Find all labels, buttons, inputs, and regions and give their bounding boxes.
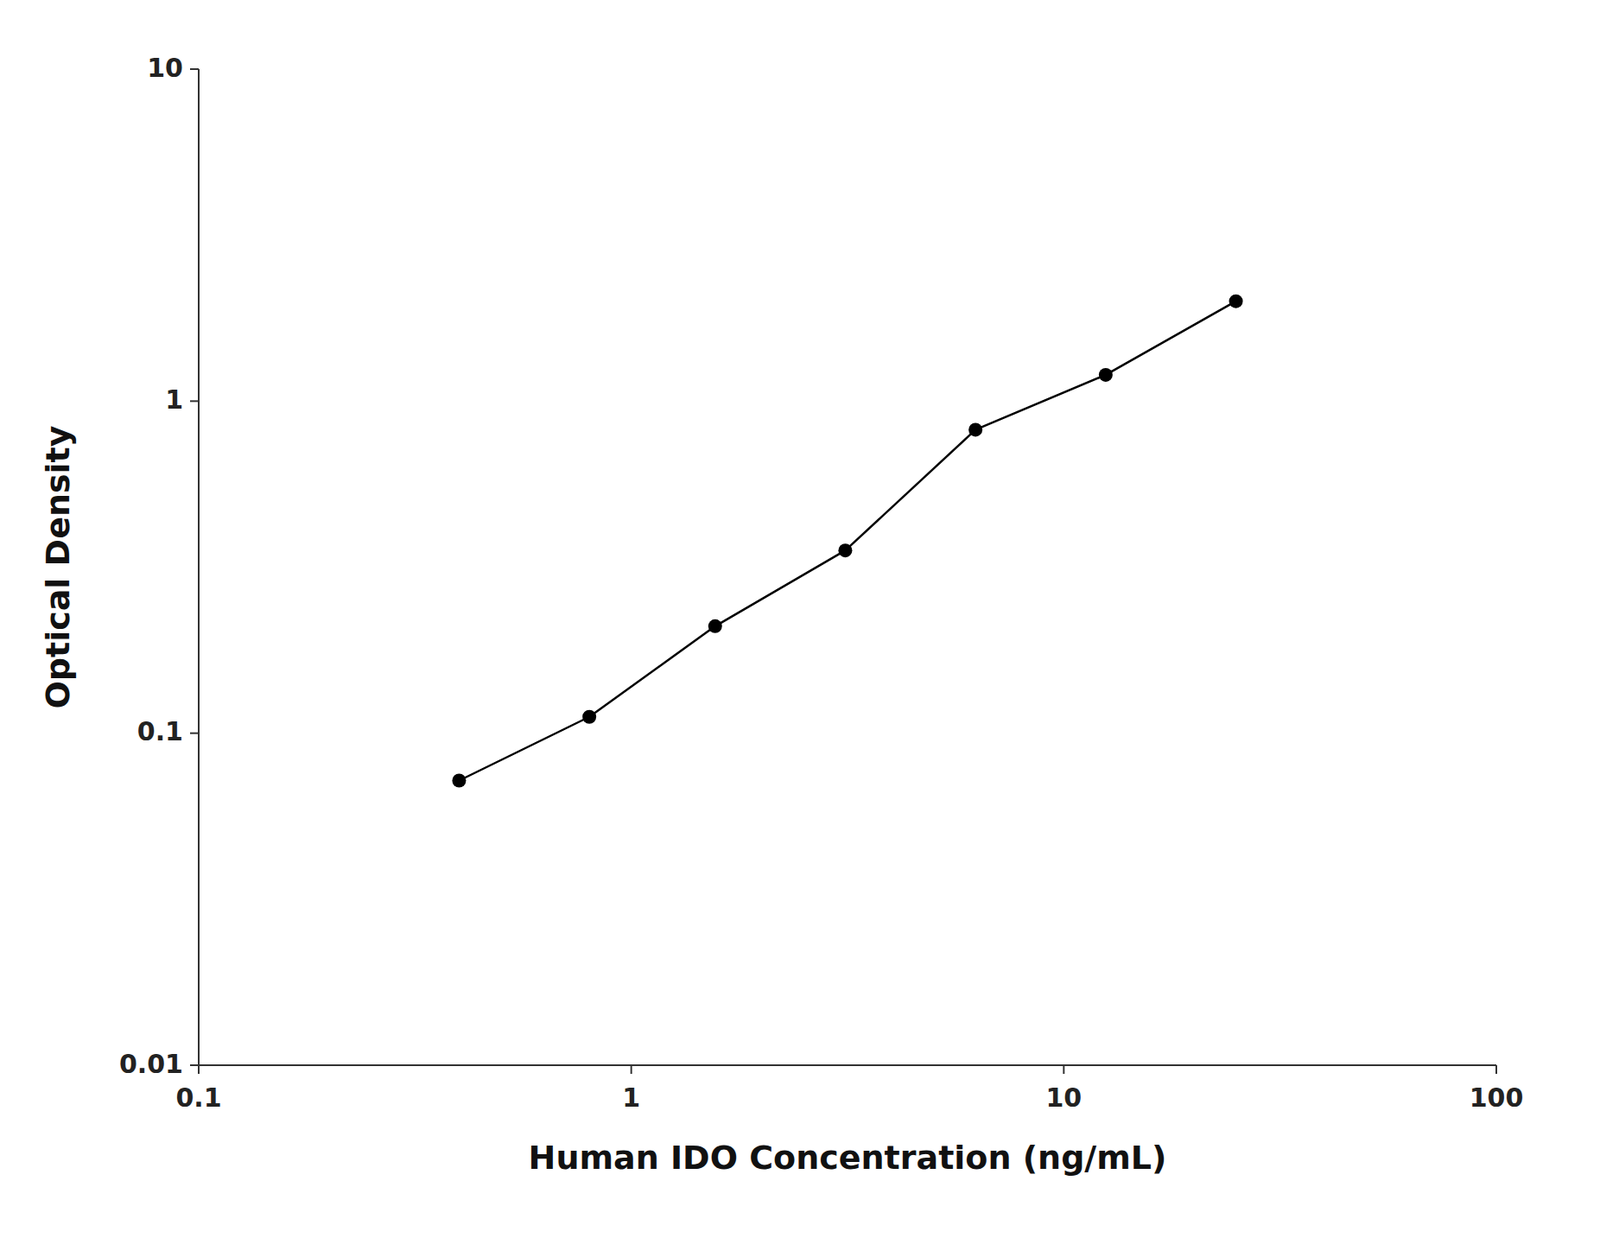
data-point [582, 710, 597, 724]
x-axis-label: Human IDO Concentration (ng/mL) [528, 1138, 1168, 1177]
x-tick-label: 100 [1469, 1082, 1524, 1113]
y-tick [190, 68, 199, 70]
x-tick-label: 1 [622, 1082, 641, 1113]
plot-area [451, 294, 1243, 788]
background [0, 0, 1600, 1238]
x-tick-label: 0.1 [175, 1082, 222, 1113]
data-point [968, 422, 983, 437]
data-line [458, 301, 1236, 781]
y-tick-label: 0.01 [119, 1048, 184, 1080]
y-tick [190, 1064, 199, 1067]
data-point [451, 773, 466, 788]
y-tick [190, 732, 199, 735]
x-tick [1495, 1065, 1498, 1074]
x-axis-line [198, 1064, 1497, 1067]
chart-container: 0.11101000.010.1110Human IDO Concentrati… [0, 0, 1600, 1238]
data-point [1229, 294, 1244, 309]
data-point [708, 619, 723, 634]
y-tick-label: 0.1 [137, 716, 184, 747]
data-point [1098, 368, 1113, 382]
axes: 0.11101000.010.1110 [119, 52, 1524, 1114]
x-tick-label: 10 [1045, 1082, 1082, 1113]
y-axis-label: Optical Density [38, 425, 77, 709]
x-tick [1062, 1065, 1065, 1074]
y-tick [190, 400, 199, 402]
y-tick-label: 10 [146, 52, 184, 83]
data-point [838, 543, 852, 558]
chart-svg: 0.11101000.010.1110Human IDO Concentrati… [0, 0, 1600, 1238]
x-tick [630, 1065, 633, 1074]
x-tick [197, 1065, 200, 1074]
y-tick-label: 1 [165, 384, 184, 415]
y-axis-line [197, 69, 200, 1066]
